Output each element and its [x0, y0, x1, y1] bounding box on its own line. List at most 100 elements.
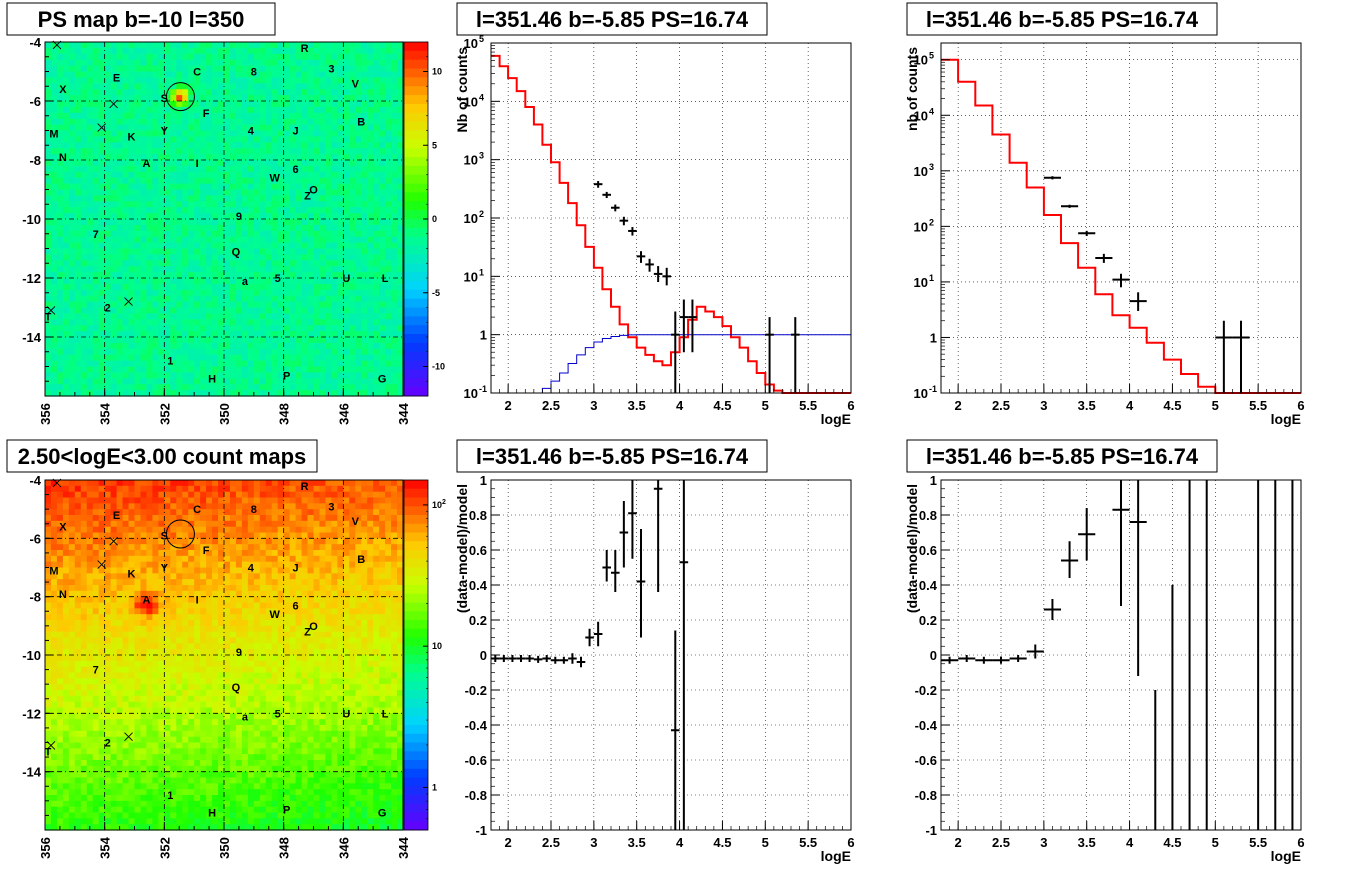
heatmap-cell	[140, 283, 148, 291]
heatmap-cell	[62, 631, 70, 639]
heatmap-cell	[295, 142, 303, 149]
heatmap-cell	[146, 124, 153, 132]
heatmap-cell	[62, 608, 70, 615]
heatmap-cell	[224, 71, 231, 78]
heatmap-cell	[194, 378, 201, 385]
heatmap-cell	[86, 608, 94, 615]
heatmap-cell	[265, 342, 273, 350]
heatmap-cell	[391, 307, 398, 314]
heatmap-cell	[45, 684, 52, 691]
heatmap-cell	[92, 230, 100, 238]
heatmap-cell	[50, 783, 58, 790]
heatmap-cell	[110, 201, 118, 208]
heatmap-cell	[241, 106, 249, 114]
heatmap-cell	[367, 224, 374, 232]
heatmap-cell	[182, 42, 189, 49]
heatmap-cell	[313, 236, 321, 244]
heatmap-cell	[182, 354, 189, 362]
heatmap-cell	[301, 183, 309, 191]
heatmap-cell	[379, 42, 386, 49]
heatmap-cell	[355, 213, 362, 220]
heatmap-cell	[92, 313, 100, 320]
heatmap-cell	[194, 307, 201, 314]
heatmap-cell	[182, 272, 189, 279]
heatmap-cell	[56, 230, 64, 238]
heatmap-cell	[86, 366, 94, 373]
heatmap-cell	[62, 213, 70, 220]
heatmap-cell	[325, 71, 332, 78]
heatmap-cell	[110, 260, 118, 267]
heatmap-cell	[110, 213, 118, 220]
heatmap-cell	[373, 189, 380, 196]
heatmap-cell	[319, 189, 327, 196]
heatmap-cell	[391, 325, 398, 332]
heatmap-cell	[229, 337, 237, 344]
heatmap-cell	[116, 620, 124, 627]
heatmap-cell	[218, 390, 225, 397]
heatmap-cell	[86, 655, 94, 662]
heatmap-cell	[146, 301, 153, 309]
colorbar-swatch	[404, 245, 428, 255]
heatmap-cell	[337, 378, 344, 385]
heatmap-cell	[265, 283, 273, 291]
heatmap-cell	[200, 219, 207, 226]
heatmap-cell	[379, 372, 386, 379]
heatmap-cell	[206, 83, 213, 90]
heatmap-cell	[50, 707, 58, 714]
heatmap-cell	[289, 372, 297, 379]
heatmap-cell	[218, 378, 225, 385]
heatmap-cell	[206, 337, 213, 344]
heatmap-cell	[361, 106, 368, 114]
heatmap-cell	[337, 307, 344, 314]
heatmap-cell	[110, 272, 118, 279]
heatmap-cell	[247, 236, 255, 244]
heatmap-cell	[283, 248, 291, 255]
heatmap-cell	[379, 213, 386, 220]
heatmap-cell	[50, 360, 58, 368]
heatmap-cell	[194, 160, 201, 167]
heatmap-cell	[206, 47, 213, 55]
heatmap-cell	[152, 136, 159, 143]
heatmap-cell	[301, 77, 309, 84]
heatmap-cell	[337, 313, 344, 320]
heatmap-cell	[104, 384, 112, 391]
colorbar-tick-label: 5	[432, 140, 437, 150]
heatmap-cell	[277, 53, 285, 61]
heatmap-cell	[68, 289, 76, 297]
heatmap-cell	[152, 337, 159, 344]
heatmap-cell	[319, 130, 327, 137]
heatmap-cell	[325, 112, 332, 120]
heatmap-cell	[164, 201, 171, 208]
heatmap-cell	[301, 325, 309, 332]
heatmap-cell	[200, 71, 207, 78]
heatmap-cell	[176, 112, 183, 120]
heatmap-cell	[56, 372, 64, 379]
heatmap-cell	[331, 95, 338, 102]
heatmap-cell	[86, 614, 94, 621]
heatmap-cell	[68, 372, 76, 379]
heatmap-cell	[194, 278, 201, 285]
heatmap-cell	[62, 538, 70, 545]
heatmap-cell	[56, 130, 64, 137]
heatmap-cell	[68, 319, 76, 326]
heatmap-cell	[80, 53, 88, 61]
heatmap-cell	[391, 148, 398, 155]
heatmap-cell	[74, 95, 82, 102]
heatmap-cell	[122, 124, 130, 132]
heatmap-cell	[194, 236, 201, 244]
heatmap-cell	[62, 509, 70, 516]
heatmap-cell	[283, 165, 291, 173]
heatmap-cell	[98, 503, 106, 510]
heatmap-cell	[98, 313, 106, 320]
heatmap-cell	[343, 325, 350, 332]
heatmap-cell	[116, 337, 124, 344]
heatmap-cell	[104, 783, 112, 790]
heatmap-cell	[104, 307, 112, 314]
heatmap-cell	[110, 130, 118, 137]
heatmap-cell	[110, 631, 118, 639]
heatmap-cell	[212, 59, 219, 67]
heatmap-cell	[92, 384, 100, 391]
heatmap-cell	[241, 189, 249, 196]
heatmap-cell	[373, 53, 380, 61]
